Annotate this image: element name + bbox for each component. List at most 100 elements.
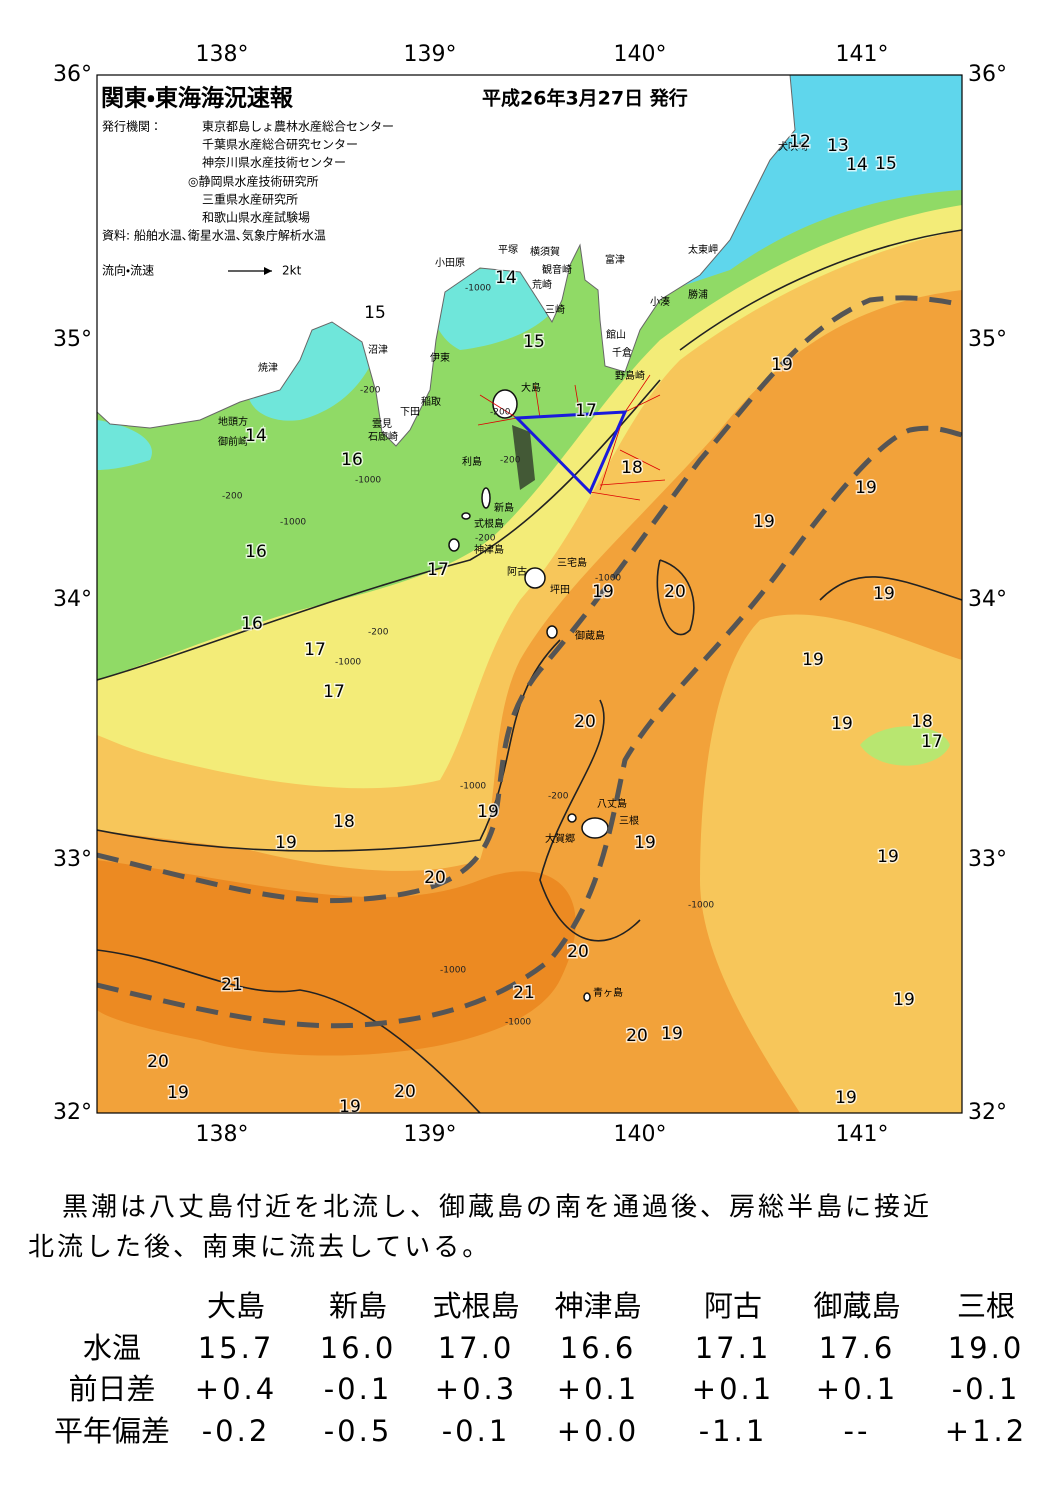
temperature-label: 19 — [831, 714, 853, 734]
place-name: 新島 — [494, 501, 514, 514]
latitude-label: 32° — [968, 1100, 1007, 1125]
temperature-label: 19 — [877, 847, 899, 867]
table-cell: -0.1 — [324, 1372, 393, 1406]
place-name: 野島崎 — [615, 369, 645, 382]
table-header: 御蔵島 — [813, 1289, 900, 1323]
place-name: 犬吠埼 — [778, 140, 808, 153]
place-name: 式根島 — [474, 517, 504, 530]
temperature-label: 19 — [592, 582, 614, 602]
place-name: 稲取 — [421, 396, 441, 408]
map-header: 関東・東海海況速報 平成26年3月27日 発行 発行機関： 資料: 船舶水温､衛… — [101, 85, 688, 278]
report: 黒潮は八丈島付近を北流し、御蔵島の南を通過後、房総半島に接近 北流した後、南東に… — [28, 1193, 1024, 1449]
summary-line: 黒潮は八丈島付近を北流し、御蔵島の南を通過後、房総半島に接近 — [62, 1193, 932, 1223]
temperature-label: 16 — [341, 450, 363, 470]
place-name: 三崎 — [545, 303, 565, 316]
place-name: 沼津 — [368, 343, 388, 356]
place-name: 坪田 — [550, 583, 570, 596]
temperature-label: 20 — [147, 1052, 169, 1072]
publisher: 東京都島しょ農林水産総合センター — [202, 119, 394, 134]
temperature-label: 20 — [424, 868, 446, 888]
latitude-label: 36° — [968, 62, 1007, 87]
sources: 資料: 船舶水温､衛星水温､気象庁解析水温 — [102, 228, 326, 243]
longitude-label: 140° — [614, 1122, 667, 1147]
table-cell: -0.5 — [324, 1414, 393, 1448]
temperature-label: 18 — [333, 812, 355, 832]
temperature-label: 19 — [855, 478, 877, 498]
temperature-label: 19 — [802, 650, 824, 670]
table-cell: +0.0 — [557, 1414, 639, 1448]
place-name: 平塚 — [498, 244, 518, 256]
publisher: 和歌山県水産試験場 — [202, 210, 310, 225]
legend-scale: 2kt — [282, 264, 302, 278]
latitude-label: 35° — [968, 327, 1007, 352]
table-cell: 15.7 — [198, 1331, 275, 1365]
place-name: 観音崎 — [542, 263, 572, 276]
cyan-water-ne — [97, 75, 962, 300]
cool-eddy — [860, 726, 950, 766]
publisher: 三重県水産研究所 — [202, 193, 298, 207]
latitude-label: 33° — [53, 847, 92, 872]
issue-date: 平成26年3月27日 発行 — [482, 87, 688, 110]
table-header: 神津島 — [554, 1289, 641, 1323]
depth-label: -200 — [500, 456, 521, 466]
temperature-label: 20 — [567, 942, 589, 962]
table-cell: 17.0 — [438, 1331, 515, 1365]
temperature-label: 20 — [664, 582, 686, 602]
table-header: 阿古 — [704, 1289, 762, 1323]
temperature-label: 17 — [575, 401, 597, 421]
temperature-label: 15 — [523, 332, 545, 352]
place-name: 利島 — [462, 455, 482, 468]
place-name: 三根 — [619, 814, 639, 827]
place-name: 焼津 — [258, 362, 278, 374]
depth-label: -1000 — [280, 518, 306, 528]
warm-water — [97, 860, 576, 1056]
latitude-label: 32° — [53, 1100, 92, 1125]
latitude-label: 34° — [968, 587, 1007, 612]
current-vectors — [477, 374, 666, 501]
depth-label: -1000 — [688, 901, 714, 911]
place-name: 千倉 — [612, 347, 632, 359]
depth-label: -200 — [548, 792, 569, 802]
place-name: 荒崎 — [532, 278, 552, 291]
table-header: 新島 — [329, 1289, 387, 1323]
table-cell: -0.1 — [952, 1372, 1021, 1406]
table-cell: -1.1 — [699, 1414, 768, 1448]
depth-label: -1000 — [335, 658, 361, 668]
temperature-label: 16 — [245, 542, 267, 562]
frame-labels: 138° 138° 139° 139° 140° 140° 141° 141° 36° 36° 35… — [53, 42, 1007, 1147]
place-name: 富津 — [605, 253, 625, 266]
kuroshio-axis — [97, 295, 962, 1029]
publisher: 千葉県水産総合研究センター — [202, 137, 358, 152]
map-frame — [96, 74, 963, 1114]
place-name: 館山 — [606, 328, 626, 341]
longitude-label: 138° — [196, 42, 249, 67]
latitude-label: 35° — [53, 327, 92, 352]
place-name: 雲見 — [372, 418, 392, 430]
temperature-label: 16 — [241, 614, 263, 634]
temperature-label: 17 — [304, 640, 326, 660]
temperature-label: 15 — [875, 154, 897, 174]
temperature-label: 19 — [634, 833, 656, 853]
table-cell: +0.1 — [557, 1372, 639, 1406]
depth-label: -1000 — [355, 476, 381, 486]
longitude-label: 140° — [614, 42, 667, 67]
place-name: 大賀郷 — [545, 832, 575, 845]
publisher: ◎静岡県水産技術研究所 — [188, 174, 318, 189]
temperature-label: 21 — [221, 975, 243, 995]
depth-label: -1000 — [505, 1018, 531, 1028]
depth-label: -1000 — [595, 574, 621, 584]
place-name: 阿古 — [507, 565, 527, 578]
temperature-label: 17 — [323, 682, 345, 702]
longitude-label: 141° — [836, 42, 889, 67]
land — [97, 75, 796, 447]
table-cell: +0.1 — [816, 1372, 898, 1406]
table-cell: +0.1 — [692, 1372, 774, 1406]
table-cell: -0.1 — [442, 1414, 511, 1448]
place-name: 勝浦 — [688, 288, 708, 301]
table-header: 式根島 — [432, 1289, 519, 1323]
table-cell: 17.1 — [695, 1331, 772, 1365]
place-name: 石廊崎 — [368, 430, 398, 443]
temperature-label: 17 — [427, 560, 449, 580]
